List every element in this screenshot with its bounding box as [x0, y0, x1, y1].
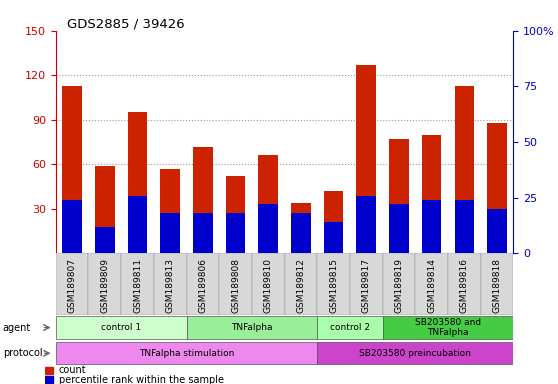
Bar [219, 253, 252, 315]
Bar [487, 209, 507, 253]
Text: SB203580 preincubation: SB203580 preincubation [359, 349, 472, 358]
Bar [62, 86, 82, 253]
Bar [285, 253, 318, 315]
Text: TNFalpha: TNFalpha [231, 323, 273, 332]
Bar [357, 65, 376, 253]
Bar [357, 195, 376, 253]
Bar [480, 253, 513, 315]
Bar [258, 156, 278, 253]
Text: GDS2885 / 39426: GDS2885 / 39426 [67, 17, 185, 30]
Bar [383, 316, 513, 339]
Bar [121, 253, 154, 315]
Bar [324, 222, 343, 253]
Bar [291, 214, 311, 253]
Bar [383, 253, 415, 315]
Bar [95, 166, 114, 253]
Bar [56, 342, 318, 364]
Bar [318, 342, 513, 364]
Bar [154, 253, 186, 315]
Bar [291, 203, 311, 253]
Text: GSM189815: GSM189815 [329, 258, 338, 313]
Bar [422, 135, 441, 253]
Text: GSM189814: GSM189814 [427, 258, 436, 313]
Text: GSM189811: GSM189811 [133, 258, 142, 313]
Bar [193, 147, 213, 253]
Bar [226, 214, 246, 253]
Bar [252, 253, 285, 315]
Text: GSM189806: GSM189806 [199, 258, 208, 313]
Text: GSM189810: GSM189810 [264, 258, 273, 313]
Bar [62, 200, 82, 253]
Text: TNFalpha stimulation: TNFalpha stimulation [139, 349, 234, 358]
Bar [389, 139, 409, 253]
Text: SB203580 and
TNFalpha: SB203580 and TNFalpha [415, 318, 481, 337]
Bar [324, 191, 343, 253]
Text: GSM189812: GSM189812 [296, 258, 305, 313]
Bar [45, 367, 53, 374]
Text: GSM189818: GSM189818 [493, 258, 502, 313]
Bar [318, 316, 383, 339]
Bar [350, 253, 383, 315]
Bar [487, 123, 507, 253]
Bar [422, 200, 441, 253]
Bar [128, 113, 147, 253]
Bar [455, 200, 474, 253]
Bar [193, 214, 213, 253]
Bar [56, 253, 89, 315]
Bar [226, 176, 246, 253]
Text: GSM189816: GSM189816 [460, 258, 469, 313]
Text: count: count [59, 365, 86, 376]
Text: GSM189807: GSM189807 [68, 258, 76, 313]
Text: protocol: protocol [3, 348, 42, 358]
Bar [448, 253, 480, 315]
Bar [455, 86, 474, 253]
Bar [389, 204, 409, 253]
Text: GSM189817: GSM189817 [362, 258, 371, 313]
Bar [45, 376, 53, 383]
Bar [186, 253, 219, 315]
Bar [89, 253, 121, 315]
Text: control 1: control 1 [101, 323, 141, 332]
Text: control 2: control 2 [330, 323, 370, 332]
Bar [258, 204, 278, 253]
Bar [186, 316, 318, 339]
Text: GSM189819: GSM189819 [395, 258, 403, 313]
Bar [160, 169, 180, 253]
Text: GSM189808: GSM189808 [231, 258, 240, 313]
Text: GSM189813: GSM189813 [166, 258, 175, 313]
Bar [415, 253, 448, 315]
Text: percentile rank within the sample: percentile rank within the sample [59, 374, 224, 384]
Bar [95, 227, 114, 253]
Bar [160, 214, 180, 253]
Bar [318, 253, 350, 315]
Bar [56, 316, 186, 339]
Text: GSM189809: GSM189809 [100, 258, 109, 313]
Bar [128, 195, 147, 253]
Text: agent: agent [3, 323, 31, 333]
